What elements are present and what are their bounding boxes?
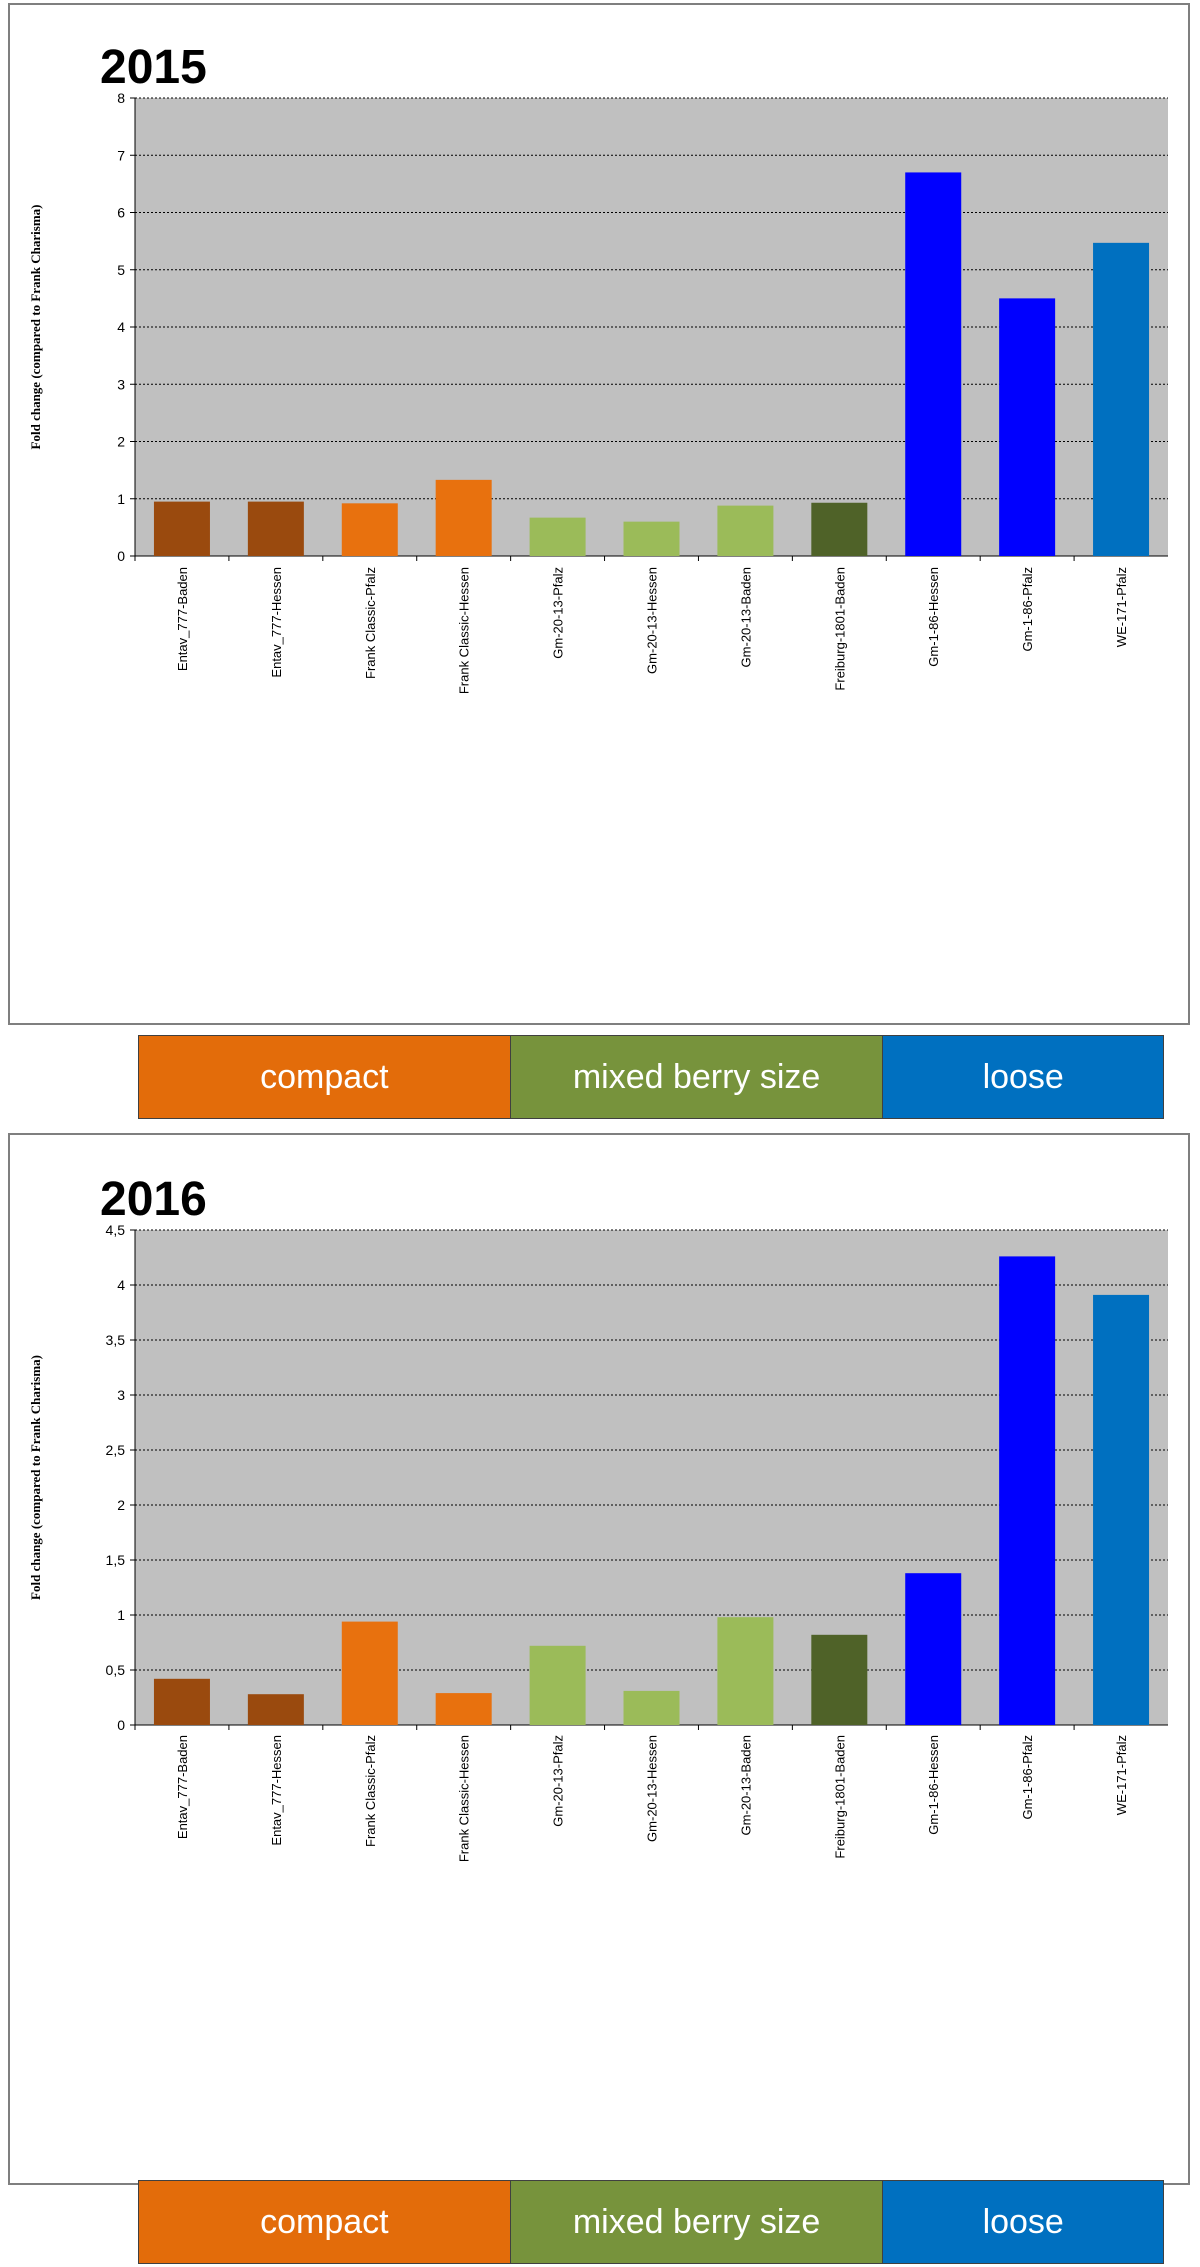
y-tick-label: 1 — [117, 1607, 125, 1623]
y-tick-label: 2 — [117, 1497, 125, 1513]
x-tick-label: Gm-1-86-Hessen — [926, 1735, 941, 1835]
chart-frame-2016: 0 0,5 1 1,5 2 2,5 3 3,5 4 4,5 Entav_777-Baden Entav… — [8, 1133, 1190, 2185]
y-tick-label: 5 — [117, 262, 125, 278]
x-tick-label: Gm-1-86-Hessen — [926, 567, 941, 667]
y-tick-label: 4 — [117, 1277, 125, 1293]
bar-entav-777-hessen — [247, 501, 304, 556]
x-tick-label: Entav_777-Hessen — [269, 567, 284, 678]
x-tick-label: Entav_777-Baden — [175, 567, 190, 671]
x-tick-label: Freiburg-1801-Baden — [832, 567, 847, 691]
x-tick-label: Gm-20-13-Hessen — [645, 567, 660, 674]
y-tick-label: 6 — [117, 205, 125, 221]
x-tick-label: Gm-1-86-Pfalz — [1020, 1735, 1035, 1820]
plot-area: 0 1 2 3 4 5 6 7 8 Entav_777-Baden Entav_777-Hessen… — [117, 90, 1168, 694]
x-tick-label: WE-171-Pfalz — [1114, 1735, 1129, 1815]
bar-frank-classic-hessen — [435, 1693, 492, 1725]
y-tick-label: 1 — [117, 491, 125, 507]
x-tick-label: Frank Classic-Pfalz — [363, 567, 378, 679]
x-tick-label: Frank Classic-Hessen — [457, 567, 472, 694]
chart-2016: 0 0,5 1 1,5 2 2,5 3 3,5 4 4,5 Entav_777-Baden Entav… — [28, 1173, 1168, 1862]
x-tick-label: Entav_777-Hessen — [269, 1735, 284, 1846]
y-tick-label: 4,5 — [106, 1222, 126, 1238]
bar-frank-classic-hessen — [435, 479, 492, 556]
bar-gm-1-86-hessen — [905, 172, 962, 557]
bar-gm-20-13-baden — [717, 1617, 774, 1725]
x-tick-label: Entav_777-Baden — [175, 1735, 190, 1839]
y-axis-label: Fold change (compared to Frank Charisma) — [28, 205, 43, 450]
y-tick-label: 0 — [117, 1717, 125, 1733]
legend-segment-loose: loose — [883, 1036, 1163, 1118]
bar-entav-777-baden — [153, 501, 210, 556]
y-tick-label: 2 — [117, 434, 125, 450]
bar-gm-1-86-pfalz — [999, 1256, 1056, 1725]
y-tick-label: 3 — [117, 1387, 125, 1403]
bar-gm-1-86-pfalz — [999, 298, 1056, 556]
bar-frank-classic-pfalz — [341, 1621, 398, 1725]
y-tick-label: 3,5 — [106, 1332, 126, 1348]
x-tick-label: Frank Classic-Pfalz — [363, 1735, 378, 1847]
bar-we-171-pfalz — [1093, 242, 1150, 556]
legend-segment-loose: loose — [883, 2181, 1163, 2263]
legend-segment-compact: compact — [139, 2181, 511, 2263]
legend-segment-compact: compact — [139, 1036, 511, 1118]
legend-segment-mixed-berry-size: mixed berry size — [510, 1036, 884, 1118]
bar-frank-classic-pfalz — [341, 503, 398, 556]
x-tick-label: WE-171-Pfalz — [1114, 567, 1129, 647]
y-tick-label: 2,5 — [106, 1442, 126, 1458]
y-axis-label: Fold change (compared to Frank Charisma) — [28, 1355, 43, 1600]
y-tick-label: 4 — [117, 319, 125, 335]
y-tick-label: 7 — [117, 147, 125, 163]
chart-title: 2015 — [100, 41, 207, 94]
x-tick-label: Gm-1-86-Pfalz — [1020, 567, 1035, 652]
bar-gm-20-13-pfalz — [529, 517, 586, 556]
legend-segment-mixed-berry-size: mixed berry size — [510, 2181, 884, 2263]
chart-2015: 0 1 2 3 4 5 6 7 8 Entav_777-Baden Entav_777-Hessen… — [28, 41, 1168, 694]
bar-gm-1-86-hessen — [905, 1573, 962, 1725]
y-tick-label: 0 — [117, 548, 125, 564]
bar-entav-777-baden — [153, 1678, 210, 1725]
y-tick-label: 0,5 — [106, 1662, 126, 1678]
bar-freiburg-1801-baden — [811, 502, 868, 556]
x-tick-label: Frank Classic-Hessen — [457, 1735, 472, 1862]
plot-background — [135, 1230, 1168, 1725]
x-tick-label: Gm-20-13-Pfalz — [551, 1735, 566, 1827]
bar-gm-20-13-pfalz — [529, 1645, 586, 1725]
y-tick-label: 3 — [117, 376, 125, 392]
x-tick-label: Gm-20-13-Baden — [738, 1735, 753, 1835]
y-tick-label: 1,5 — [106, 1552, 126, 1568]
bar-gm-20-13-hessen — [623, 521, 680, 556]
x-tick-label: Gm-20-13-Pfalz — [551, 567, 566, 659]
y-tick-label: 8 — [117, 90, 125, 106]
berry-size-legend-2015: compact mixed berry size loose — [138, 1035, 1164, 1119]
bar-gm-20-13-hessen — [623, 1690, 680, 1725]
bar-we-171-pfalz — [1093, 1294, 1150, 1725]
x-tick-label: Gm-20-13-Baden — [738, 567, 753, 667]
bar-gm-20-13-baden — [717, 505, 774, 556]
bar-freiburg-1801-baden — [811, 1634, 868, 1725]
berry-size-legend-2016: compact mixed berry size loose — [138, 2180, 1164, 2264]
x-tick-label: Freiburg-1801-Baden — [832, 1735, 847, 1859]
chart-title: 2016 — [100, 1173, 207, 1226]
x-tick-label: Gm-20-13-Hessen — [645, 1735, 660, 1842]
plot-area: 0 0,5 1 1,5 2 2,5 3 3,5 4 4,5 Entav_777-Baden Entav… — [106, 1222, 1168, 1862]
chart-frame-2015: 0 1 2 3 4 5 6 7 8 Entav_777-Baden Entav_777-Hessen… — [8, 3, 1190, 1025]
bar-entav-777-hessen — [247, 1694, 304, 1725]
